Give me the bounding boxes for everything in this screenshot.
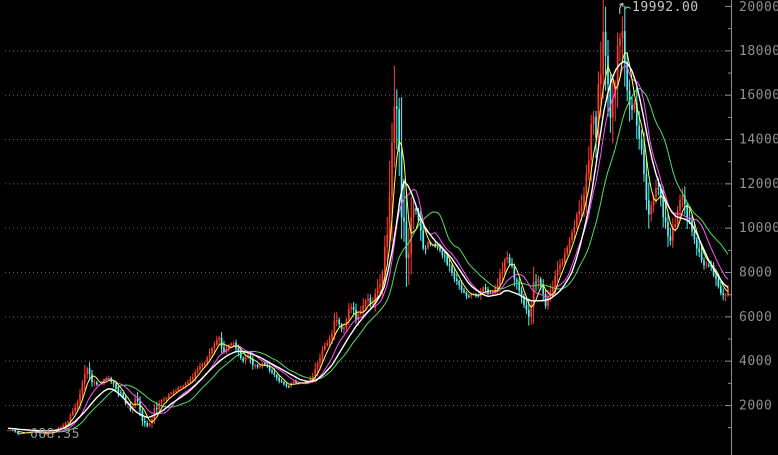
y-axis-label: 4000 bbox=[739, 354, 772, 369]
y-axis-label: 20000 bbox=[739, 0, 778, 15]
ma-long-line bbox=[7, 60, 729, 432]
y-axis-label: 10000 bbox=[739, 221, 778, 236]
annotation-peak-value: 19992.00 bbox=[632, 0, 699, 15]
annotation-low-value: ← 688.35 bbox=[17, 427, 80, 442]
y-axis-label: 8000 bbox=[739, 266, 772, 281]
annotation-low-text: 688.35 bbox=[30, 427, 80, 442]
candles-group bbox=[7, 0, 729, 435]
y-axis-label: 2000 bbox=[739, 399, 772, 414]
peak-annotation-arrow-icon bbox=[619, 2, 631, 15]
ma-mid-line bbox=[31, 65, 729, 433]
y-axis-label: 16000 bbox=[739, 88, 778, 103]
y-axis-label: 6000 bbox=[739, 310, 772, 325]
y-axis-label: 18000 bbox=[739, 44, 778, 59]
y-axis-label: 14000 bbox=[739, 133, 778, 148]
low-annotation-arrow-icon: ← bbox=[17, 426, 26, 441]
y-axis-label: 12000 bbox=[739, 177, 778, 192]
ma-fast-line bbox=[17, 51, 729, 434]
